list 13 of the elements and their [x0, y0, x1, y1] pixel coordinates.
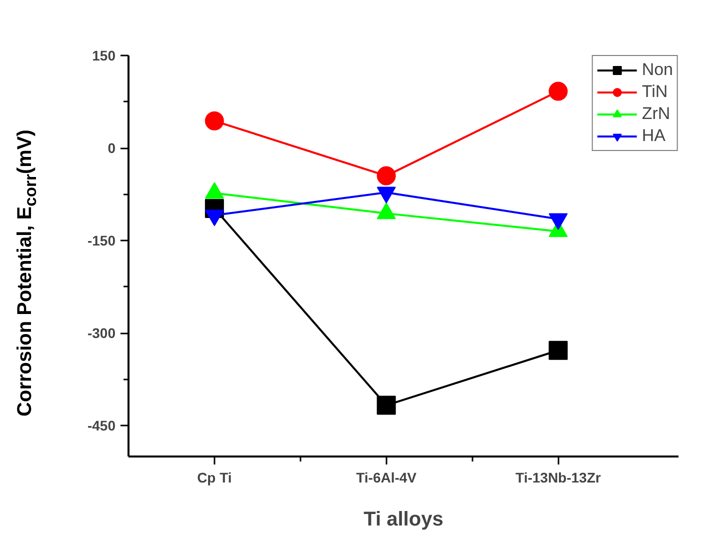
- y-tick-label: 150: [92, 48, 116, 64]
- legend-label: Non: [642, 60, 673, 80]
- x-tick-label: Ti-13Nb-13Zr: [516, 470, 602, 486]
- y-tick-label: -450: [87, 418, 116, 434]
- x-tick-label: Ti-6Al-4V: [356, 470, 418, 486]
- y-tick-label: -150: [87, 232, 116, 249]
- legend-label: ZrN: [642, 104, 670, 124]
- legend-label: HA: [642, 126, 666, 146]
- y-tick-label: -300: [87, 325, 116, 342]
- y-tick-label: 0: [108, 140, 116, 156]
- x-tick-label: Cp Ti: [197, 470, 232, 486]
- x-axis-title: Ti alloys: [364, 508, 444, 530]
- legend-label: TiN: [642, 82, 668, 102]
